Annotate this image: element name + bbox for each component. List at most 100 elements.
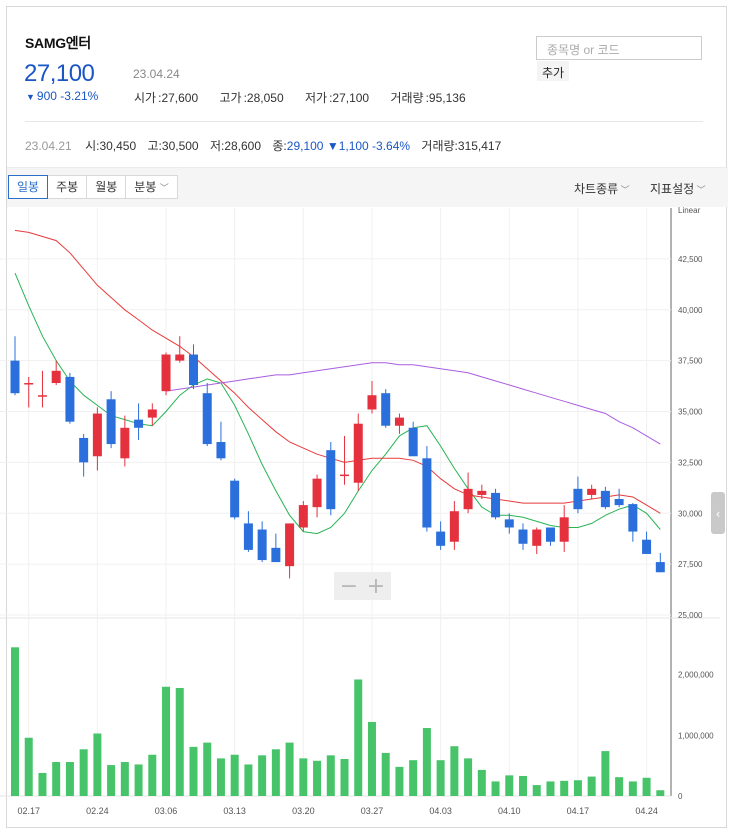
date-tick-label: 03.13 bbox=[223, 806, 246, 816]
volume-bar bbox=[628, 781, 637, 796]
scale-label: Linear bbox=[678, 206, 701, 215]
down-triangle-icon: ▼ bbox=[26, 92, 35, 102]
candle-down bbox=[573, 488, 583, 510]
volume-bar bbox=[120, 762, 129, 796]
prev-change: ▼1,100 -3.64% bbox=[326, 139, 411, 153]
volume-bar bbox=[285, 742, 294, 796]
volume-bar bbox=[38, 772, 47, 796]
volume-bar bbox=[464, 758, 473, 796]
volume-bar bbox=[162, 686, 171, 796]
volume-value: 95,136 bbox=[428, 91, 466, 105]
prev-high: 30,500 bbox=[161, 139, 199, 153]
price-tick-label: 32,500 bbox=[678, 458, 703, 467]
date-tick-label: 03.06 bbox=[155, 806, 178, 816]
candle-up bbox=[587, 488, 597, 495]
candle-up bbox=[120, 427, 130, 459]
indicator-settings-menu[interactable]: 지표설정 ﹀ bbox=[650, 180, 706, 197]
prev-high-label: 고 bbox=[147, 139, 159, 153]
indicator-label: 지표설정 bbox=[650, 182, 695, 196]
prev-low-label: 저 bbox=[209, 139, 221, 153]
candle-down bbox=[79, 437, 89, 463]
zoom-controls: − + bbox=[334, 572, 391, 600]
prev-volume-label: 거래량 bbox=[421, 139, 455, 153]
candle-up bbox=[147, 409, 157, 418]
volume-bar bbox=[52, 762, 61, 796]
candle-down bbox=[408, 427, 418, 457]
candle-down bbox=[491, 492, 501, 518]
candle-up bbox=[559, 517, 569, 542]
tab-weekly[interactable]: 주봉 bbox=[47, 175, 88, 199]
price-change: ▼ 900 -3.21% bbox=[26, 89, 98, 103]
side-collapse-handle[interactable]: ‹ bbox=[711, 492, 725, 534]
candle-up bbox=[285, 523, 295, 567]
tab-daily[interactable]: 일봉 bbox=[8, 175, 49, 199]
chart-type-label: 차트종류 bbox=[574, 182, 619, 196]
volume-bar bbox=[134, 764, 143, 796]
prev-volume: 315,417 bbox=[457, 139, 502, 153]
candle-down bbox=[257, 529, 267, 561]
volume-bar bbox=[230, 754, 239, 796]
candle-up bbox=[37, 395, 47, 397]
volume-bar bbox=[422, 728, 431, 796]
tab-monthly[interactable]: 월봉 bbox=[86, 175, 127, 199]
stock-search-input[interactable]: 종목명 or 코드 bbox=[536, 36, 702, 60]
volume-bar bbox=[477, 769, 486, 796]
stock-chart-widget: SAMG엔터 27,100 23.04.24 ▼ 900 -3.21% 시가:27… bbox=[6, 6, 728, 828]
candlestick-chart[interactable]: Linear 25,000 27,500 30,000 32,500 35,000 37,5… bbox=[0, 200, 731, 832]
today-ohlc: 시가:27,600 고가:28,050 저가:27,100 거래량:95,136 bbox=[134, 91, 466, 105]
add-button[interactable]: 추가 bbox=[537, 61, 569, 81]
volume-bar bbox=[601, 751, 610, 796]
date-tick-label: 03.27 bbox=[361, 806, 384, 816]
prev-open-label: 시 bbox=[85, 139, 97, 153]
volume-bar bbox=[656, 790, 665, 796]
volume-bar bbox=[93, 733, 102, 796]
volume-bar bbox=[409, 760, 418, 796]
prev-open: 30,450 bbox=[99, 139, 137, 153]
zoom-in-button[interactable]: + bbox=[367, 574, 385, 599]
prev-low: 28,600 bbox=[224, 139, 262, 153]
candle-down bbox=[65, 376, 75, 422]
volume-tick-label: 2,000,000 bbox=[678, 671, 714, 680]
divider bbox=[25, 121, 703, 122]
candle-up bbox=[463, 488, 473, 510]
chart-type-menu[interactable]: 차트종류 ﹀ bbox=[574, 180, 630, 197]
current-price: 27,100 bbox=[24, 60, 95, 87]
moving-average-lines bbox=[14, 229, 661, 535]
low-label: 저가 bbox=[304, 91, 328, 105]
candle-up bbox=[175, 354, 185, 361]
stock-name: SAMG엔터 bbox=[25, 35, 91, 51]
candle-down bbox=[600, 490, 610, 508]
price-tick-label: 25,000 bbox=[678, 611, 703, 620]
candle-down bbox=[422, 458, 432, 528]
candle-up bbox=[312, 478, 322, 508]
zoom-out-button[interactable]: − bbox=[340, 574, 358, 599]
volume-bar bbox=[203, 742, 212, 796]
date-tick-label: 04.10 bbox=[498, 806, 521, 816]
volume-bars bbox=[11, 647, 665, 796]
volume-tick-label: 0 bbox=[678, 792, 683, 801]
date-tick-label: 04.17 bbox=[567, 806, 590, 816]
volume-bar bbox=[11, 647, 19, 796]
volume-bar bbox=[313, 760, 322, 796]
price-tick-label: 37,500 bbox=[678, 357, 703, 366]
prev-close-label: 종 bbox=[272, 139, 284, 153]
chevron-down-icon: ﹀ bbox=[694, 185, 706, 195]
period-tabs: 일봉 주봉 월봉 분봉 ﹀ bbox=[8, 175, 178, 199]
volume-bar bbox=[546, 781, 555, 796]
price-tick-label: 40,000 bbox=[678, 306, 703, 315]
volume-bar bbox=[299, 758, 308, 796]
candle-up bbox=[51, 370, 61, 384]
volume-bar bbox=[395, 766, 404, 796]
volume-bar bbox=[107, 765, 116, 796]
handle-bg bbox=[711, 492, 725, 534]
price-date: 23.04.24 bbox=[133, 67, 180, 81]
candle-down bbox=[326, 450, 336, 510]
candle-up bbox=[367, 395, 377, 410]
candle-up bbox=[161, 354, 171, 392]
candle-down bbox=[642, 539, 652, 554]
candle-up bbox=[24, 383, 34, 385]
tab-minute[interactable]: 분봉 ﹀ bbox=[125, 175, 178, 199]
date-tick-label: 04.24 bbox=[635, 806, 658, 816]
candle-up bbox=[477, 490, 487, 495]
candle-down bbox=[655, 562, 665, 573]
